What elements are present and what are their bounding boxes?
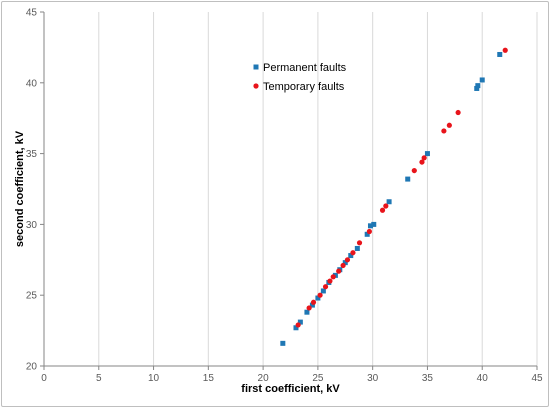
y-tick-label: 20 — [26, 362, 38, 373]
data-point-temporary — [344, 257, 351, 263]
legend-marker-permanent — [253, 64, 259, 70]
data-point-permanent — [297, 319, 303, 325]
data-point-temporary — [383, 203, 389, 209]
data-point-permanent — [293, 325, 299, 331]
data-point-temporary — [330, 274, 336, 280]
legend-label: Temporary faults — [263, 81, 345, 93]
data-point-temporary — [502, 47, 508, 53]
data-point-permanent — [405, 176, 411, 182]
y-tick-label: 30 — [26, 220, 38, 231]
x-tick-label: 5 — [96, 373, 102, 384]
data-point-permanent — [497, 51, 503, 57]
data-point-permanent — [315, 295, 321, 301]
data-point-temporary — [295, 322, 301, 328]
data-point-permanent — [475, 83, 481, 89]
data-point-permanent — [342, 260, 348, 266]
data-point-permanent — [348, 253, 354, 259]
data-point-temporary — [421, 155, 427, 161]
y-axis-title: second coefficient, kV — [14, 130, 26, 247]
data-point-temporary — [322, 284, 329, 290]
data-point-permanent — [320, 288, 326, 294]
data-point-permanent — [354, 245, 360, 251]
data-point-temporary — [356, 240, 363, 246]
data-point-temporary — [441, 128, 447, 134]
data-point-temporary — [419, 159, 425, 165]
data-point-permanent — [309, 302, 315, 308]
data-point-permanent — [386, 199, 392, 205]
y-tick-label: 35 — [26, 149, 38, 160]
data-point-permanent — [367, 223, 373, 229]
x-tick-label: 25 — [312, 373, 324, 384]
data-point-permanent — [332, 272, 338, 278]
x-axis-title: first coefficient, kV — [241, 383, 340, 395]
data-point-permanent — [474, 85, 480, 91]
data-point-permanent — [304, 309, 310, 315]
data-point-temporary — [446, 122, 452, 128]
data-point-temporary — [340, 262, 346, 269]
x-tick-label: 30 — [367, 373, 379, 384]
x-tick-label: 35 — [422, 373, 434, 384]
data-point-permanent — [364, 231, 370, 237]
x-tick-label: 15 — [203, 373, 215, 384]
x-tick-label: 20 — [258, 373, 270, 384]
y-tick-label: 40 — [26, 78, 38, 89]
data-point-permanent — [280, 340, 286, 346]
data-point-temporary — [455, 109, 461, 116]
data-point-temporary — [327, 278, 333, 284]
y-tick-label: 45 — [26, 8, 38, 19]
data-point-temporary — [350, 250, 356, 256]
data-point-temporary — [366, 228, 372, 235]
x-tick-label: 0 — [41, 373, 47, 384]
data-point-temporary — [336, 268, 342, 274]
data-point-temporary — [411, 167, 417, 174]
data-point-temporary — [306, 305, 312, 311]
data-point-temporary — [317, 292, 323, 298]
legend-label: Permanent faults — [263, 62, 347, 74]
x-tick-label: 45 — [531, 373, 543, 384]
x-tick-label: 10 — [148, 373, 160, 384]
data-point-temporary — [310, 299, 317, 305]
data-point-temporary — [379, 207, 386, 213]
data-point-permanent — [424, 151, 430, 157]
x-tick-label: 40 — [477, 373, 489, 384]
data-point-permanent — [479, 77, 485, 83]
y-tick-label: 25 — [26, 291, 38, 302]
legend-marker-temporary — [253, 83, 259, 89]
data-point-permanent — [371, 221, 377, 227]
